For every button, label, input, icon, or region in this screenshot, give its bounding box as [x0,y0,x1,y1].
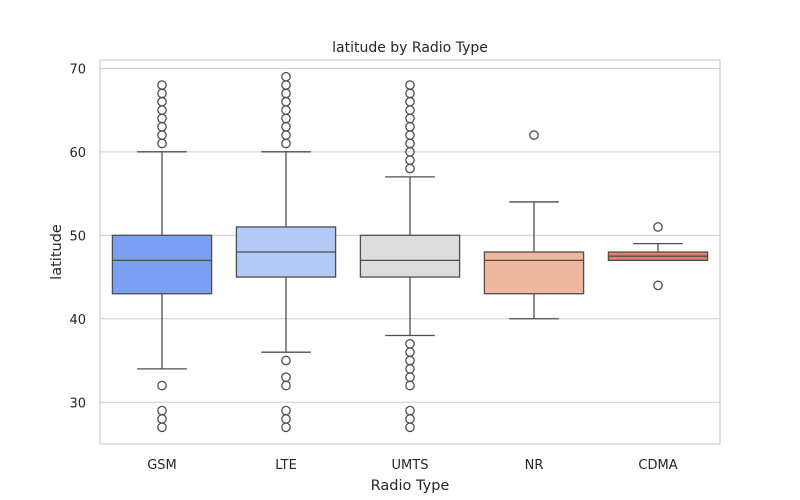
outlier-point-lte-7 [281,130,291,140]
outlier-point-lte-13 [281,80,291,90]
x-tick-label-umts: UMTS [392,458,429,473]
box-group-umts [359,80,461,433]
outlier-point-gsm-6 [157,121,167,132]
plot-frame [99,59,721,445]
box-group-nr [483,130,585,320]
outlier-point-gsm-2 [157,405,167,416]
outlier-point-lte-12 [281,88,291,99]
outlier-point-umts-1 [405,414,415,424]
box-group-gsm [111,80,213,433]
outlier-point-lte-3 [281,380,291,391]
iqr-box-umts [359,234,461,278]
outlier-point-lte-0 [281,422,291,433]
outlier-point-umts-10 [405,155,415,166]
box-group-lte [235,71,337,433]
outlier-point-umts-12 [405,138,415,149]
outlier-point-lte-10 [281,105,291,115]
outlier-point-gsm-3 [157,380,167,391]
outlier-point-lte-11 [281,96,291,107]
outlier-point-gsm-0 [157,422,167,433]
outlier-point-lte-5 [281,355,291,366]
outlier-point-cdma-1 [653,222,663,232]
box-group-cdma [607,222,709,291]
outlier-point-umts-4 [405,372,415,383]
x-axis-ticks: GSM LTE UMTS NR CDMA [147,458,677,473]
x-tick-label-cdma: CDMA [638,458,677,473]
outlier-point-lte-6 [281,138,291,149]
x-tick-label-gsm: GSM [147,458,177,473]
outlier-point-umts-19 [405,80,415,90]
iqr-box-nr [483,251,585,295]
outlier-point-gsm-7 [157,113,167,124]
outlier-point-gsm-8 [157,105,167,115]
outlier-point-umts-5 [405,364,415,374]
outlier-point-umts-6 [405,355,415,366]
x-tick-label-lte: LTE [275,458,297,473]
outlier-point-umts-0 [405,422,415,433]
y-tick-label-70: 70 [69,62,86,77]
outlier-point-nr-0 [529,130,539,140]
y-tick-label-50: 50 [69,229,86,244]
outlier-point-lte-14 [281,71,291,82]
outlier-point-lte-4 [281,372,291,383]
outlier-point-gsm-1 [157,414,167,424]
outlier-point-umts-16 [405,105,415,115]
outlier-point-gsm-4 [157,138,167,149]
outlier-point-gsm-11 [157,80,167,90]
outlier-point-lte-1 [281,414,291,424]
y-tick-label-60: 60 [69,146,86,161]
y-axis-label: latitude [49,224,65,280]
outlier-point-umts-9 [405,163,415,174]
x-axis-label: Radio Type [371,478,450,494]
outlier-point-umts-14 [405,121,415,132]
outlier-point-umts-2 [405,405,415,416]
y-tick-label-30: 30 [69,396,86,411]
outlier-point-gsm-5 [157,130,167,140]
outlier-point-umts-8 [405,338,415,349]
outlier-point-gsm-10 [157,88,167,99]
outlier-point-umts-13 [405,130,415,140]
y-axis-ticks: 30 40 50 60 70 [69,62,86,411]
outlier-point-lte-8 [281,121,291,132]
outlier-point-umts-18 [405,88,415,99]
iqr-box-gsm [111,234,213,295]
x-tick-label-nr: NR [525,458,544,473]
outlier-point-lte-2 [281,405,291,416]
outlier-point-umts-15 [405,113,415,124]
outlier-point-umts-17 [405,96,415,107]
chart-title: latitude by Radio Type [332,40,488,56]
box-series [111,71,709,433]
outlier-point-umts-7 [405,347,415,358]
y-tick-label-40: 40 [69,313,86,328]
outlier-point-cdma-0 [653,280,663,291]
outlier-point-umts-3 [405,380,415,391]
outlier-point-lte-9 [281,113,291,124]
outlier-point-gsm-9 [157,96,167,107]
